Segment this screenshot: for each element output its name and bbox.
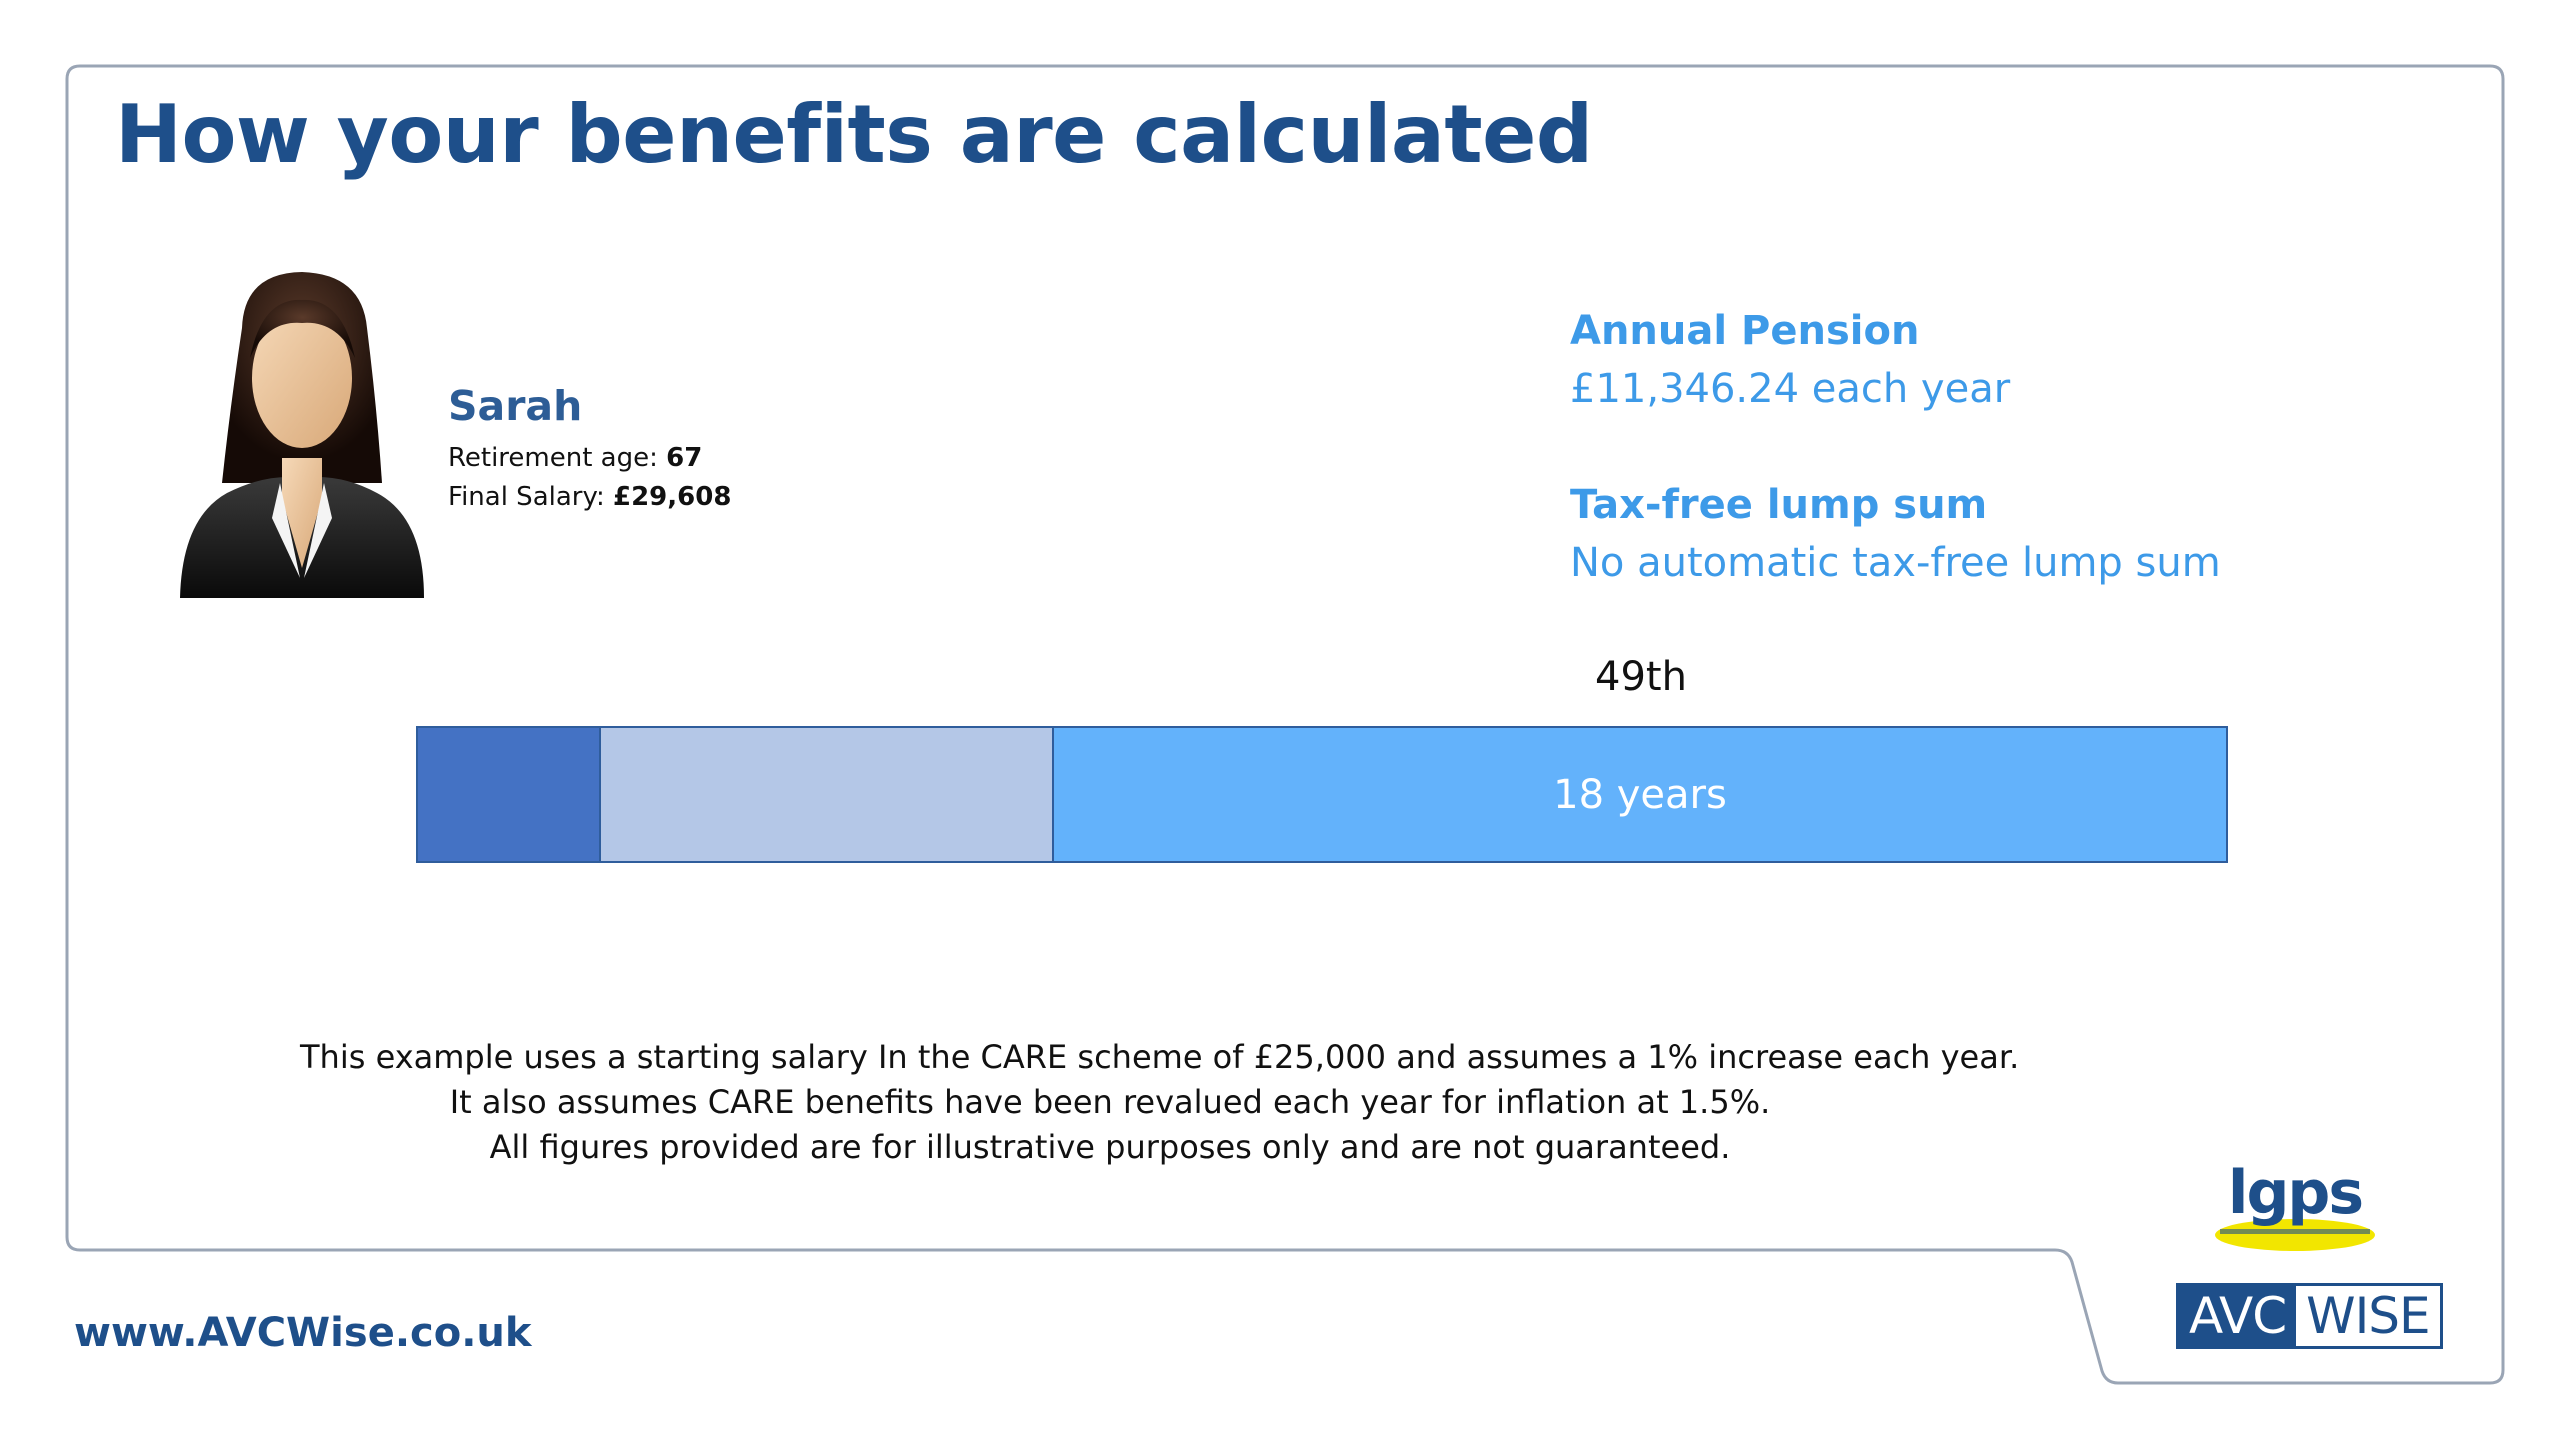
lgps-logo-text: lgps (2227, 1158, 2364, 1228)
businesswoman-avatar-icon (180, 272, 424, 598)
website-link[interactable]: www.AVCWise.co.uk (74, 1310, 532, 1356)
page-title: How your benefits are calculated (115, 88, 1593, 181)
footnote-line: All figures provided are for illustrativ… (489, 1128, 1731, 1166)
final-salary: Final Salary: £29,608 (448, 482, 731, 512)
annual-pension-value: £11,346.24 each year (1570, 366, 2011, 412)
timeline-segment-2 (599, 726, 1052, 863)
final-salary-label: Final Salary: (448, 482, 613, 512)
timeline-segment-3: 18 years (1052, 726, 2228, 863)
timeline-marker-label: 49th (1595, 654, 1687, 700)
footnote-line: This example uses a starting salary In t… (300, 1038, 2020, 1076)
annual-pension-heading: Annual Pension (1570, 308, 1920, 354)
retirement-age: Retirement age: 67 (448, 443, 702, 473)
avcwise-logo-left: AVC (2179, 1286, 2297, 1346)
retirement-age-label: Retirement age: (448, 443, 667, 473)
lgps-logo (2215, 1219, 2375, 1251)
lump-sum-value: No automatic tax-free lump sum (1570, 540, 2221, 586)
service-timeline-bar: 18 years (416, 726, 2228, 863)
footnote-line: It also assumes CARE benefits have been … (449, 1083, 1771, 1121)
retirement-age-value: 67 (666, 443, 703, 473)
timeline-segment-3-label: 18 years (1553, 771, 1727, 818)
final-salary-value: £29,608 (613, 482, 732, 512)
avcwise-logo: AVC WISE (2176, 1283, 2443, 1349)
lump-sum-heading: Tax-free lump sum (1570, 482, 1988, 528)
person-name: Sarah (448, 382, 583, 430)
timeline-segment-1 (416, 726, 599, 863)
avcwise-logo-right: WISE (2296, 1286, 2440, 1346)
